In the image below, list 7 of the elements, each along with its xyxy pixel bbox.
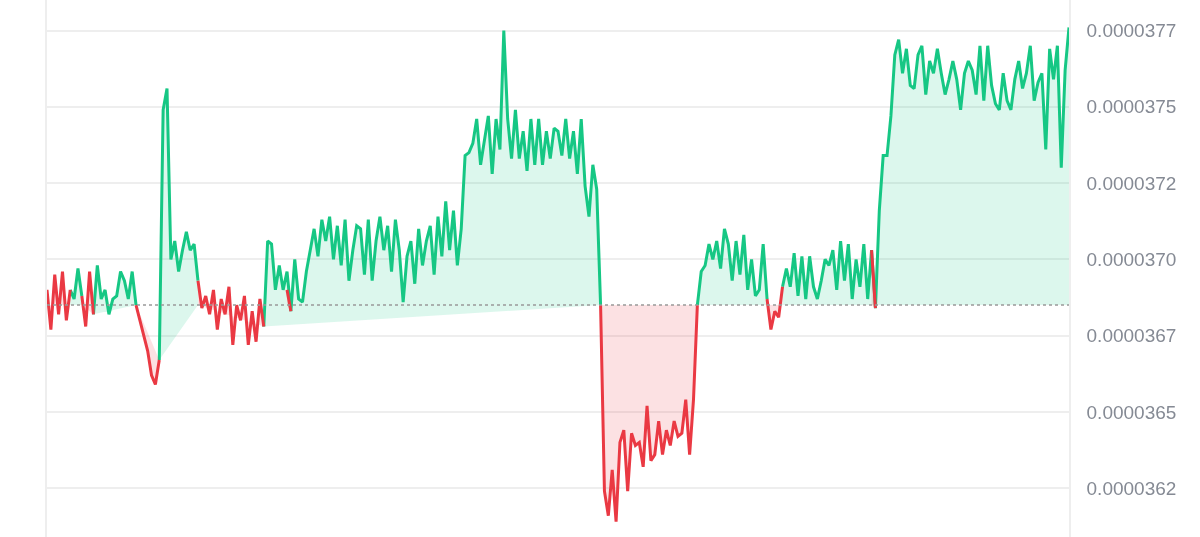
y-tick-label: 0.0000375 (1086, 96, 1177, 118)
y-tick-label: 0.0000365 (1086, 401, 1177, 423)
y-tick-label: 0.0000362 (1086, 477, 1177, 499)
y-tick-label: 0.0000377 (1086, 20, 1177, 42)
y-tick-label: 0.0000370 (1086, 249, 1177, 270)
y-tick-label: 0.0000367 (1086, 325, 1177, 347)
y-tick-label: 0.0000372 (1086, 172, 1177, 194)
